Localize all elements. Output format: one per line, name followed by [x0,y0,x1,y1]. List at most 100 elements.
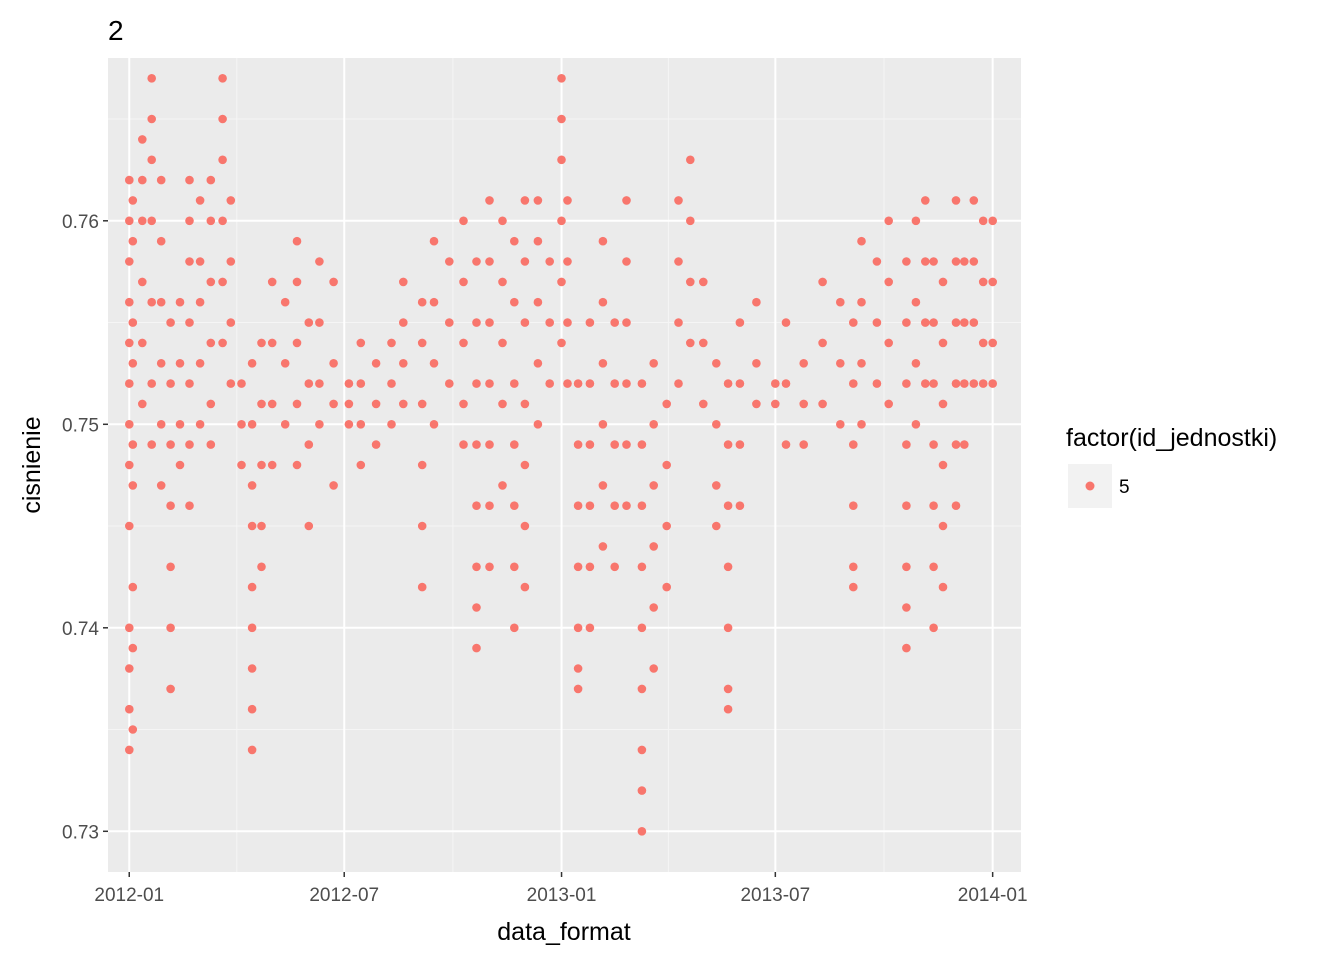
data-point [649,481,658,490]
data-point [280,420,290,429]
data-point [195,359,205,368]
data-point [138,135,147,144]
data-point [237,460,246,470]
data-points [125,74,997,836]
data-point [156,175,166,185]
data-point [128,481,138,490]
data-point [510,236,519,246]
data-point [674,196,683,205]
data-point [637,623,647,633]
data-point [585,318,595,327]
data-point [735,501,745,511]
data-point [247,420,257,429]
data-point [938,399,948,409]
data-point [472,318,481,327]
data-point [699,277,708,287]
data-point [622,196,631,205]
data-point [356,338,366,348]
data-point [498,481,507,490]
data-point [138,216,147,226]
data-point [951,257,961,266]
data-point [921,379,930,388]
data-point [938,277,948,287]
data-point [138,338,147,348]
data-point [545,379,554,388]
data-point [387,420,396,429]
x-tick-label: 2012-01 [94,885,164,906]
data-point [938,338,948,348]
data-point [929,562,938,572]
data-point [510,297,519,307]
data-point [533,420,543,429]
data-point [147,297,156,307]
data-point [185,379,194,388]
data-point [472,643,481,653]
y-axis-ticks: 0.73 0.74 0.75 0.76 [62,212,108,843]
data-point [674,318,683,327]
data-point [485,501,494,511]
data-point [902,501,911,511]
data-point [459,277,468,287]
data-point [417,297,427,307]
chart-title: 2 [108,15,124,46]
data-point [849,562,858,572]
data-point [472,257,481,266]
data-point [304,521,314,531]
data-point [472,501,481,511]
data-point [818,399,827,409]
data-point [857,420,866,429]
data-point [799,399,808,409]
data-point [637,745,647,755]
data-point [329,481,338,490]
data-point [147,440,156,449]
data-point [485,440,494,449]
data-point [247,623,257,633]
data-point [902,603,911,612]
data-point [649,542,658,551]
data-point [485,379,494,388]
data-point [125,521,134,531]
data-point [371,440,381,449]
data-point [472,440,481,449]
data-point [674,379,683,388]
y-tick-label: 0.75 [62,415,99,436]
data-point [929,440,938,449]
data-point [147,379,156,388]
data-point [125,257,134,266]
data-point [929,379,938,388]
data-point [622,440,631,449]
data-point [498,399,507,409]
data-point [699,399,708,409]
data-point [226,257,236,266]
data-point [938,460,948,470]
data-point [735,318,745,327]
data-point [195,420,205,429]
data-point [125,175,134,185]
data-point [156,481,166,490]
data-point [247,481,257,490]
data-point [459,440,468,449]
data-point [662,399,671,409]
data-point [166,440,175,449]
data-point [951,501,961,511]
data-point [969,379,979,388]
data-point [533,297,543,307]
data-point [610,440,619,449]
data-point [622,379,631,388]
data-point [585,562,595,572]
data-point [598,420,608,429]
data-point [969,318,979,327]
data-point [445,318,454,327]
data-point [723,440,733,449]
data-point [573,501,583,511]
legend-title: factor(id_jednostki) [1066,424,1277,452]
data-point [533,236,543,246]
data-point [637,440,647,449]
data-point [218,338,227,348]
data-point [902,257,911,266]
data-point [156,359,166,368]
data-point [206,216,216,226]
data-point [951,379,961,388]
data-point [723,379,733,388]
data-point [247,582,257,592]
